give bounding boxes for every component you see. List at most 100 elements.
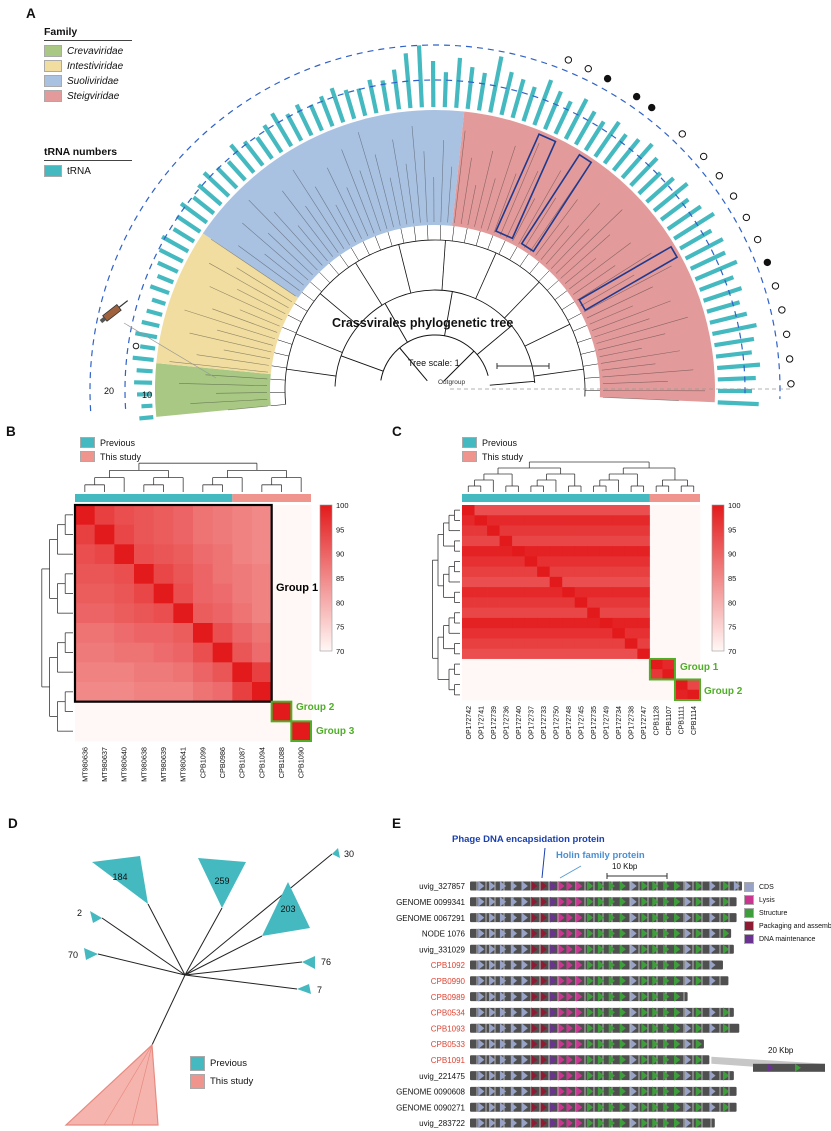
- heatmap-cell: [549, 628, 563, 639]
- gene-arrow-cds: [478, 975, 485, 986]
- gene-arrow-str: [652, 960, 659, 970]
- legend-item: Suoliviridae: [44, 75, 132, 87]
- gene-arrow-str: [619, 991, 626, 1002]
- study-clade-triangle: [64, 1043, 159, 1126]
- heatmap-cell: [462, 587, 475, 598]
- clade-label: 7: [317, 985, 322, 995]
- leaf-label-mark: [540, 225, 569, 260]
- gene-arrow-str: [608, 896, 615, 907]
- tree-branch: [274, 352, 289, 357]
- gene-arrow-cds: [510, 1086, 517, 1097]
- leaf-label-mark: [209, 286, 283, 321]
- legend-item: This study: [462, 451, 523, 462]
- gene-arrow-str: [608, 1039, 615, 1049]
- leaf-label-mark: [359, 170, 381, 232]
- heatmap-cell: [637, 546, 651, 557]
- gene-arrow-lys: [576, 881, 583, 891]
- heatmap-cell: [624, 597, 638, 609]
- heatmap-cell: [487, 546, 500, 557]
- heatmap-cell: [599, 505, 613, 516]
- open-circle-marker: [699, 152, 708, 161]
- heatmap-cell: [487, 669, 500, 680]
- heatmap-cell: [537, 535, 551, 547]
- panel-c-legend: Previous This study: [462, 437, 523, 465]
- heatmap-cell: [649, 576, 663, 588]
- heatmap-cell: [134, 603, 155, 624]
- gene-arrow-str: [652, 1054, 659, 1065]
- heatmap-cell: [474, 576, 488, 588]
- gene-arrow-cds: [709, 960, 716, 970]
- heatmap-cell: [512, 658, 526, 670]
- gene-arrow-cds: [630, 1023, 637, 1034]
- heatmap-cell: [562, 597, 576, 609]
- heatmap-cell: [537, 628, 551, 639]
- panel-d-canvas: 30 184 259 203 2 70 76 7: [64, 848, 354, 1126]
- trna-bar: [694, 259, 738, 282]
- trna-bar: [136, 368, 153, 374]
- leaf-label-mark: [447, 166, 453, 223]
- gene-arrow-str: [674, 1007, 681, 1018]
- heatmap-cell: [674, 587, 688, 598]
- heatmap-cell: [232, 721, 253, 742]
- heatmap-cell: [487, 679, 500, 691]
- heatmap-cell: [624, 576, 638, 588]
- strip-previous: [75, 494, 233, 502]
- gene-arrow-pkg: [531, 881, 538, 891]
- panel-e-label: E: [392, 816, 402, 831]
- tree-branch: [489, 380, 535, 386]
- colorbar-tick: 70: [728, 647, 736, 656]
- gene-arrow-cds: [499, 1007, 507, 1018]
- gene-arrow-cds: [630, 1102, 637, 1113]
- heatmap-cell: [549, 525, 563, 537]
- panel-b-canvas: 100 95 90 85 80 75 70 MT980636 MT980637 MT980640 M…: [41, 462, 349, 782]
- heatmap-cell: [649, 556, 663, 567]
- gene-arrow-cds: [630, 960, 637, 970]
- gene-arrow-str: [722, 944, 730, 955]
- gene-arrow-cds: [521, 881, 528, 891]
- legend-item: Steigviridae: [44, 90, 132, 102]
- trna-bar: [652, 181, 689, 213]
- gene-arrow-pkg: [531, 896, 538, 907]
- heatmap-cell: [252, 544, 273, 565]
- gene-arrow-cds: [521, 944, 528, 955]
- gene-arrow-lys: [566, 1102, 573, 1113]
- heatmap-cell: [662, 607, 676, 619]
- leaf-label-mark: [223, 349, 271, 359]
- colorbar-tick: 95: [728, 525, 736, 534]
- heatmap-cell: [512, 525, 526, 537]
- leaf-label-mark: [196, 354, 269, 366]
- tree-scale-label: Tree scale: 1: [408, 358, 460, 368]
- gene-arrow-str: [674, 991, 681, 1002]
- heatmap-cell: [637, 515, 651, 526]
- gene-arrow-str: [722, 881, 730, 891]
- gene-arrow-lys: [566, 1054, 573, 1065]
- heatmap-cell: [524, 546, 538, 557]
- tree-branch: [301, 292, 315, 302]
- heatmap-cell: [574, 556, 588, 567]
- leaf-label-mark: [238, 245, 300, 291]
- row-label: CPB0533: [431, 1040, 466, 1049]
- heatmap-cell: [462, 607, 475, 619]
- gene-arrow-cds: [489, 1070, 496, 1081]
- clade-highlight-box: [494, 133, 557, 240]
- group-box: [648, 657, 676, 681]
- heatmap-cell: [524, 669, 538, 680]
- tree-branch: [271, 365, 287, 369]
- tree-branch: [476, 325, 512, 355]
- gene-arrow-str: [619, 1023, 626, 1034]
- tree-branch: [294, 303, 308, 312]
- gene-arrow-pkg: [531, 960, 538, 970]
- gene-arrow-str: [586, 896, 594, 907]
- gene-arrow-str: [674, 1086, 681, 1097]
- clade-triangle: [198, 858, 246, 908]
- heatmap-cell: [624, 535, 638, 547]
- gene-arrow-str: [619, 960, 626, 970]
- heatmap-cell: [537, 607, 551, 619]
- heatmap-cell: [75, 682, 96, 703]
- gene-arrow-str: [608, 1023, 615, 1034]
- gene-arrow-str: [586, 912, 594, 923]
- heatmap-cell: [549, 607, 563, 619]
- heatmap-cell: [153, 505, 174, 526]
- legend-label: tRNA: [67, 165, 91, 177]
